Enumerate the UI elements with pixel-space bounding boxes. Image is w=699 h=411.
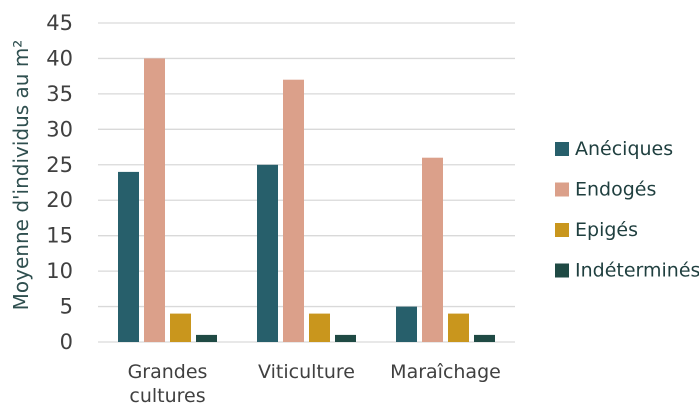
y-axis-ticks: 0 5 10 15 20 25 30 35 40 45 <box>46 11 73 354</box>
y-tick-label: 35 <box>46 82 73 106</box>
legend-swatch <box>555 142 569 156</box>
legend-swatch <box>555 263 569 278</box>
bar-anéciques-0 <box>118 171 139 342</box>
y-tick-label: 0 <box>60 330 73 354</box>
y-tick-label: 5 <box>60 295 73 319</box>
x-category-label: Viticulture <box>258 361 355 383</box>
bar-epigés-0 <box>170 313 191 342</box>
legend: Anéciques Endogés Epigés Indéterminés <box>555 138 699 282</box>
x-category-label: Maraîchage <box>390 361 501 383</box>
bar-indéterminés-0 <box>196 334 217 342</box>
y-tick-label: 20 <box>46 188 73 212</box>
bars <box>118 58 495 343</box>
x-category-label: cultures <box>129 385 205 407</box>
bar-endogés-0 <box>144 58 165 343</box>
y-tick-label: 10 <box>46 259 73 283</box>
x-category-label: Grandes <box>128 361 208 383</box>
legend-label: Indéterminés <box>575 260 699 282</box>
bar-anéciques-2 <box>396 306 417 342</box>
y-tick-label: 30 <box>46 117 73 141</box>
y-tick-label: 45 <box>46 11 73 35</box>
legend-swatch <box>555 182 569 197</box>
y-tick-label: 25 <box>46 153 73 177</box>
legend-swatch <box>555 223 569 237</box>
bar-epigés-2 <box>448 313 469 342</box>
bar-indéterminés-2 <box>474 334 495 342</box>
bar-endogés-1 <box>283 79 304 342</box>
legend-label: Endogés <box>575 179 656 201</box>
bar-endogés-2 <box>422 157 443 342</box>
y-tick-label: 15 <box>46 224 73 248</box>
y-axis-title: Moyenne d'individus au m² <box>9 40 33 311</box>
legend-label: Epigés <box>575 219 638 241</box>
bar-epigés-1 <box>309 313 330 342</box>
gridlines <box>98 22 515 343</box>
y-tick-label: 40 <box>46 46 73 70</box>
bar-anéciques-1 <box>257 164 278 342</box>
bar-indéterminés-1 <box>335 334 356 342</box>
legend-label: Anéciques <box>575 138 673 160</box>
